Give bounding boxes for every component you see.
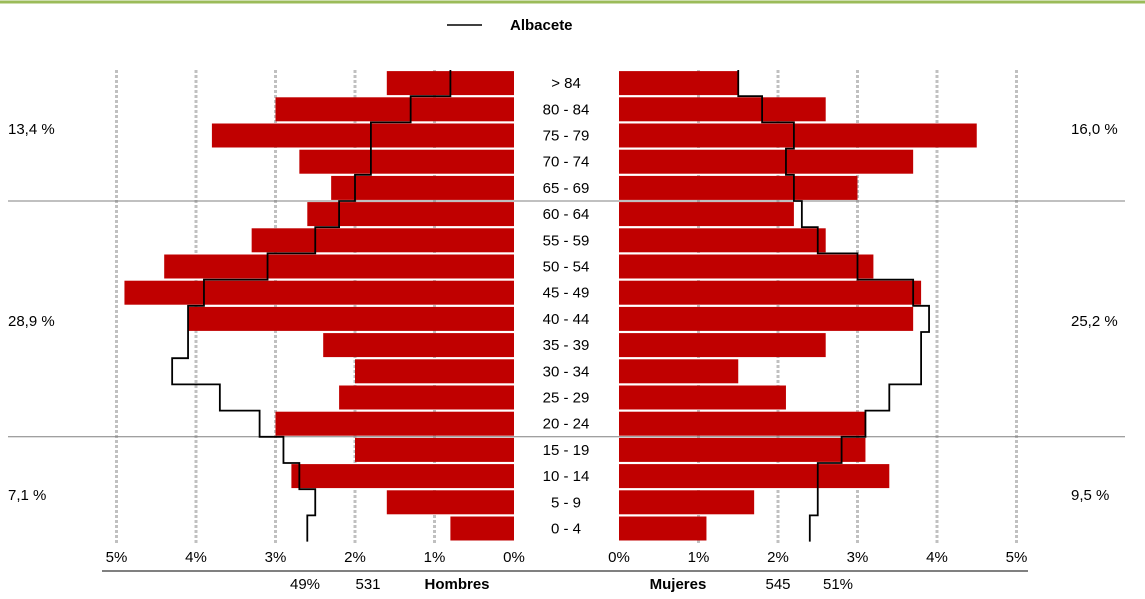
bar-mujeres [619, 280, 922, 305]
mujeres-count: 545 [765, 576, 790, 593]
legend: Albacete [447, 17, 573, 34]
age-group-label: 25 - 29 [543, 390, 590, 407]
age-group-label: 0 - 4 [551, 521, 581, 538]
age-group-labels: > 84 80 - 84 75 - 79 70 - 74 65 - 69 60 - 64 5… [543, 75, 590, 537]
bars-mujeres [619, 71, 977, 541]
bar-hombres [323, 333, 514, 358]
x-tick-label-right: 2% [767, 549, 789, 566]
age-group-label: 35 - 39 [543, 337, 590, 354]
x-axis: 5% 4% 3% 2% 1% 0% 0% 1% 2% 3% 4% 5% [102, 549, 1028, 572]
x-tick-label-right: 0% [608, 549, 630, 566]
bar-mujeres [619, 228, 826, 253]
hombres-count: 531 [355, 576, 380, 593]
hombres-label: Hombres [424, 576, 489, 593]
bar-mujeres [619, 437, 866, 462]
bar-mujeres [619, 516, 707, 541]
x-tick-label-left: 0% [503, 549, 525, 566]
age-group-label: 50 - 54 [543, 259, 590, 276]
bar-mujeres [619, 490, 755, 515]
group-percent-right: 16,0 % [1071, 121, 1118, 138]
x-tick-label-left: 1% [424, 549, 446, 566]
age-group-label: 70 - 74 [543, 154, 590, 171]
bar-hombres [386, 490, 514, 515]
bar-mujeres [619, 202, 794, 227]
bar-hombres [307, 202, 514, 227]
bar-hombres [450, 516, 514, 541]
bar-mujeres [619, 333, 826, 358]
bar-mujeres [619, 385, 786, 410]
group-percent-left: 7,1 % [8, 487, 46, 504]
bar-hombres [124, 280, 514, 305]
bar-hombres [355, 437, 514, 462]
bar-mujeres [619, 123, 977, 148]
age-group-label: 65 - 69 [543, 180, 590, 197]
age-group-label: 10 - 14 [543, 468, 590, 485]
group-percent-right: 25,2 % [1071, 313, 1118, 330]
bar-hombres [299, 149, 514, 174]
bar-mujeres [619, 464, 890, 489]
bar-hombres [339, 385, 514, 410]
bar-mujeres [619, 175, 858, 200]
x-tick-label-right: 5% [1006, 549, 1028, 566]
bar-hombres [275, 411, 514, 436]
x-tick-label-right: 1% [688, 549, 710, 566]
group-percent-right: 9,5 % [1071, 487, 1109, 504]
bar-mujeres [619, 359, 739, 384]
albacete-line-hombres [171, 70, 452, 542]
bars-hombres [124, 71, 515, 541]
x-tick-label-left: 4% [185, 549, 207, 566]
age-group-label: > 84 [551, 75, 581, 92]
bar-hombres [355, 359, 514, 384]
age-group-label: 30 - 34 [543, 363, 590, 380]
age-group-label: 5 - 9 [551, 494, 581, 511]
bar-mujeres [619, 97, 826, 122]
age-group-label: 60 - 64 [543, 206, 590, 223]
group-percentages: 13,4 % 28,9 % 7,1 % 16,0 % 25,2 % 9,5 % [8, 121, 1118, 504]
bar-mujeres [619, 306, 914, 331]
albacete-line-mujeres [737, 70, 930, 542]
x-tick-label-right: 4% [926, 549, 948, 566]
x-tick-label-left: 2% [344, 549, 366, 566]
x-tick-label-left: 5% [106, 549, 128, 566]
age-group-label: 15 - 19 [543, 442, 590, 459]
age-group-label: 20 - 24 [543, 416, 590, 433]
bar-mujeres [619, 71, 739, 96]
bar-hombres [251, 228, 514, 253]
bar-mujeres [619, 149, 914, 174]
mujeres-label: Mujeres [650, 576, 707, 593]
group-percent-left: 28,9 % [8, 313, 55, 330]
bar-hombres [164, 254, 514, 279]
x-tick-label-left: 3% [265, 549, 287, 566]
age-group-label: 80 - 84 [543, 101, 590, 118]
group-dividers [8, 200, 1125, 438]
bar-hombres [331, 175, 514, 200]
bar-hombres [291, 464, 514, 489]
hombres-percent: 49% [290, 576, 320, 593]
mujeres-percent: 51% [823, 576, 853, 593]
age-group-label: 40 - 44 [543, 311, 590, 328]
age-group-label: 75 - 79 [543, 128, 590, 145]
age-group-label: 55 - 59 [543, 232, 590, 249]
age-group-label: 45 - 49 [543, 285, 590, 302]
x-tick-label-right: 3% [847, 549, 869, 566]
group-percent-left: 13,4 % [8, 121, 55, 138]
albacete-reference-lines [171, 70, 930, 542]
bar-hombres [211, 123, 514, 148]
bar-mujeres [619, 411, 866, 436]
bar-mujeres [619, 254, 874, 279]
totals-row: 49% 531 Hombres Mujeres 545 51% [290, 576, 853, 593]
legend-label: Albacete [510, 17, 573, 34]
bar-hombres [275, 97, 514, 122]
bar-hombres [188, 306, 515, 331]
